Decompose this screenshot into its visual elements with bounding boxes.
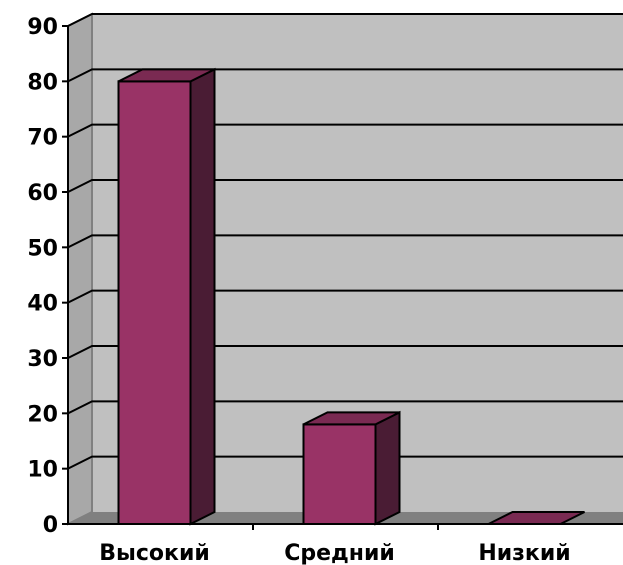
y-tick-label-80: 80 bbox=[27, 70, 58, 95]
y-tick-label-50: 50 bbox=[27, 236, 58, 261]
bar-top bbox=[303, 411, 400, 426]
x-category-label-0: Высокий bbox=[99, 541, 210, 565]
gridline-30 bbox=[67, 345, 623, 359]
y-tick-label-30: 30 bbox=[27, 347, 58, 372]
bars bbox=[117, 67, 585, 526]
bar-front bbox=[302, 423, 377, 525]
gridline-80 bbox=[67, 68, 623, 83]
y-tick-label-70: 70 bbox=[27, 126, 58, 151]
gridline-50 bbox=[67, 234, 623, 249]
gridline-20 bbox=[67, 400, 623, 415]
bar-top bbox=[488, 511, 585, 525]
x-category-labels: Высокий Средний Низкий bbox=[99, 541, 570, 565]
gridline-10 bbox=[67, 455, 623, 470]
bar-Высокий bbox=[117, 67, 216, 526]
gridlines bbox=[67, 13, 623, 470]
x-category-label-2: Низкий bbox=[478, 541, 570, 565]
bar-front bbox=[117, 80, 192, 525]
bar-side bbox=[374, 410, 401, 526]
y-tick-label-60: 60 bbox=[27, 181, 58, 206]
y-tick-label-40: 40 bbox=[27, 292, 58, 317]
bar-Средний bbox=[302, 410, 401, 526]
y-tick-labels: 0 10 20 30 40 50 60 70 80 90 bbox=[27, 15, 58, 538]
gridline-90 bbox=[67, 13, 623, 27]
gridline-60 bbox=[67, 179, 623, 193]
y-tick-label-0: 0 bbox=[43, 513, 58, 538]
bar-top bbox=[118, 68, 215, 83]
bar-Низкий bbox=[488, 511, 585, 525]
bar-side bbox=[189, 67, 216, 526]
gridline-70 bbox=[67, 123, 623, 138]
side-wall bbox=[67, 12, 93, 526]
y-tick-label-90: 90 bbox=[27, 15, 58, 40]
gridline-40 bbox=[67, 289, 623, 304]
y-tick-label-10: 10 bbox=[27, 458, 58, 483]
y-tick-label-20: 20 bbox=[27, 402, 58, 427]
x-category-label-1: Средний bbox=[284, 541, 395, 565]
